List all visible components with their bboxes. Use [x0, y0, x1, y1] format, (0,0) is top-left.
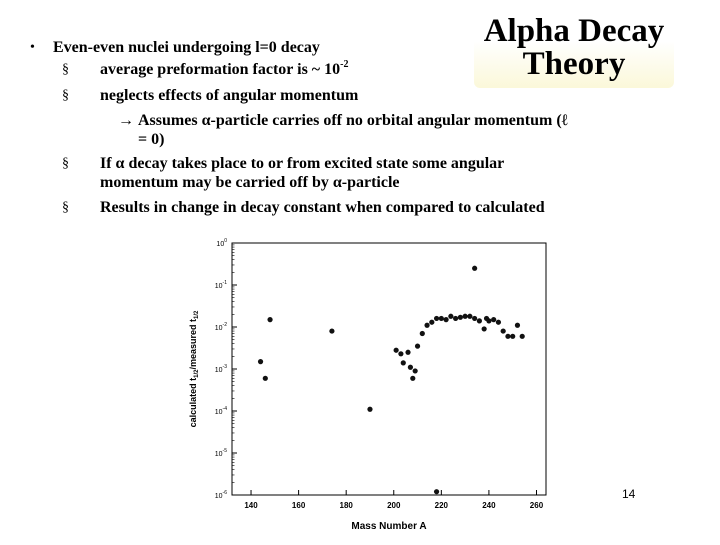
- data-point: [481, 326, 487, 332]
- data-point: [448, 313, 454, 319]
- plot-svg: 140 160 180 200 220 240 260 100 10-1 10-2 10-3 10-…: [188, 238, 547, 532]
- bullet-marker: •: [30, 40, 35, 55]
- x-axis-ticks: 140 160 180 200 220 240 260: [244, 490, 544, 510]
- data-point: [407, 364, 414, 370]
- data-point: [491, 317, 497, 323]
- data-point: [453, 315, 459, 322]
- data-point: [510, 333, 516, 339]
- data-point: [410, 375, 416, 381]
- data-point: [393, 347, 399, 353]
- data-point: [433, 489, 440, 495]
- data-point: [257, 359, 264, 365]
- y-tick-label: 10-5: [215, 448, 227, 458]
- data-point: [419, 330, 425, 337]
- y-axis-ticks: 100 10-1 10-2 10-3 10-4 10-5 10-6: [215, 238, 237, 500]
- y-tick-label: 10-1: [215, 280, 227, 290]
- sub-bullet-marker: §: [62, 156, 69, 171]
- sub-bullet-text: If α decay takes place to or from excite…: [100, 155, 505, 172]
- bullet-text: Even-even nuclei undergoing l=0 decay: [53, 39, 320, 56]
- data-point: [267, 317, 273, 323]
- x-tick-label: 200: [387, 501, 401, 510]
- x-tick-label: 160: [292, 501, 306, 510]
- data-point: [262, 375, 268, 381]
- data-point: [412, 368, 418, 374]
- data-point: [505, 333, 511, 339]
- x-tick-label: 260: [530, 501, 544, 510]
- data-point: [438, 315, 444, 322]
- plot-frame: [231, 242, 547, 496]
- data-point: [443, 317, 449, 323]
- arrow-icon: →: [118, 112, 134, 129]
- data-point: [472, 315, 478, 322]
- data-point: [424, 322, 430, 328]
- data-point: [457, 314, 463, 320]
- sub-bullet-marker: §: [62, 88, 69, 103]
- slide-title: Alpha Decay Theory: [474, 10, 674, 88]
- y-tick-label: 10-4: [215, 406, 227, 416]
- sub-bullet-text-main: average preformation factor is ~ 10: [100, 61, 341, 78]
- arrow-bullet-continuation: = 0): [138, 131, 165, 148]
- data-point: [429, 319, 435, 325]
- y-tick-label: 10-3: [215, 364, 227, 374]
- sub-bullet-text: average preformation factor is ~ 10-2: [100, 60, 348, 79]
- slide-title-line-2: Theory: [522, 46, 626, 82]
- sub-bullet-text: Results in change in decay constant when…: [100, 199, 545, 216]
- data-point: [495, 319, 502, 325]
- superscript-exponent: -2: [340, 59, 349, 70]
- x-tick-label: 180: [340, 501, 354, 510]
- data-point: [472, 265, 478, 271]
- page-number: 14: [622, 487, 636, 501]
- slide-title-line-1: Alpha Decay: [483, 13, 665, 49]
- data-point: [414, 343, 421, 349]
- x-tick-label: 240: [482, 501, 496, 510]
- x-tick-label: 140: [244, 501, 258, 510]
- scatter-plot: 140 160 180 200 220 240 260 100 10-1 10-2 10-3 10-…: [170, 227, 560, 540]
- sub-bullet-text: neglects effects of angular momentum: [100, 87, 359, 104]
- y-tick-label: 10-2: [215, 322, 227, 332]
- y-tick-label: 10-6: [215, 490, 227, 500]
- data-points: [257, 265, 525, 495]
- data-point: [433, 315, 440, 322]
- arrow-bullet-text: Assumes α-particle carries off no orbita…: [138, 112, 568, 129]
- data-point: [405, 349, 411, 355]
- data-point: [367, 406, 373, 412]
- data-point: [486, 318, 492, 324]
- data-point: [462, 313, 468, 319]
- y-axis-label: calculated t1/2/measured t1/2: [188, 310, 200, 427]
- data-point: [467, 313, 473, 319]
- sub-bullet-continuation: momentum may be carried off by α-particl…: [100, 174, 400, 191]
- sub-bullet-marker: §: [62, 200, 69, 215]
- data-point: [398, 351, 404, 357]
- x-axis-label: Mass Number A: [351, 521, 426, 532]
- data-point: [514, 322, 521, 328]
- data-point: [329, 328, 335, 334]
- data-point: [500, 328, 506, 334]
- y-tick-label: 100: [216, 238, 227, 248]
- data-point: [400, 360, 406, 366]
- data-point: [519, 333, 525, 339]
- sub-bullet-marker: §: [62, 62, 69, 77]
- x-tick-label: 220: [435, 501, 449, 510]
- data-point: [476, 318, 482, 324]
